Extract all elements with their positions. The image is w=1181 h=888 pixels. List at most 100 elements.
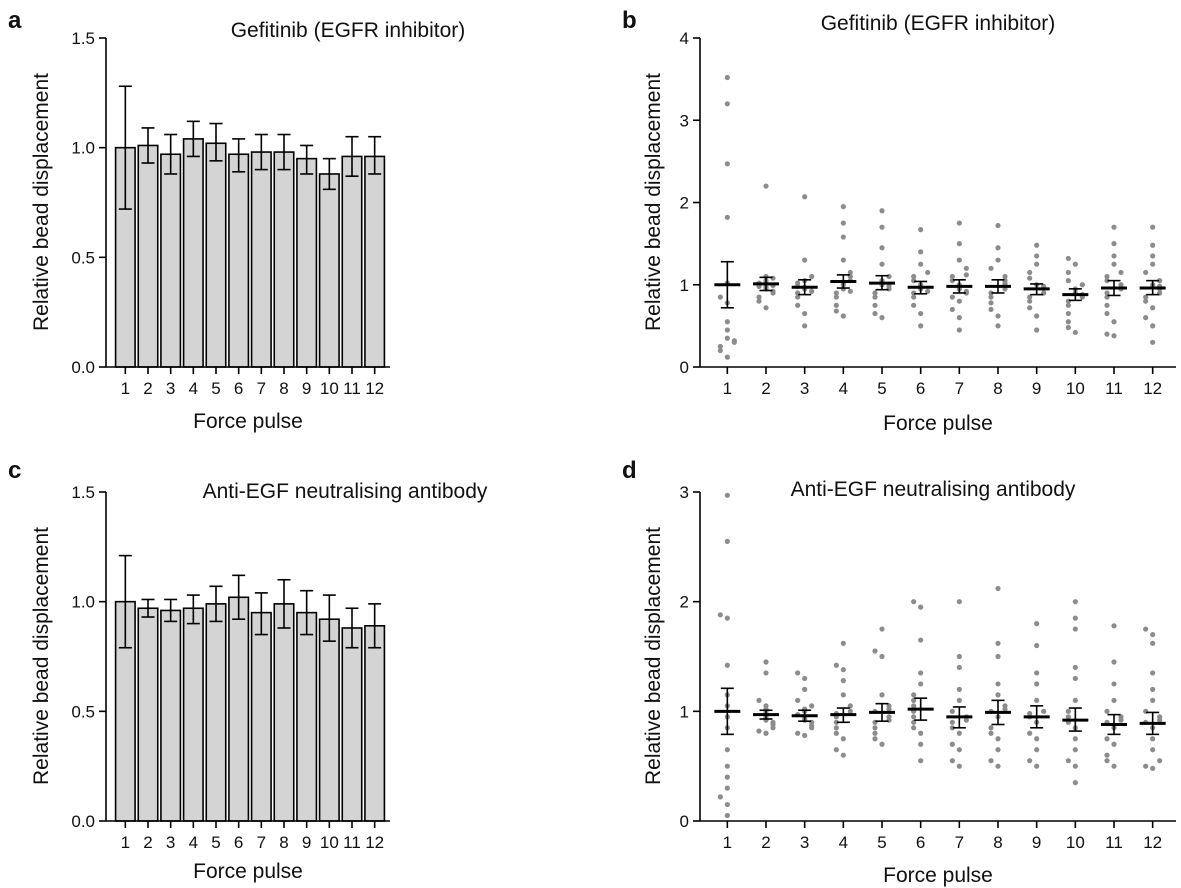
data-point [995,245,1001,251]
panel-letter: c [8,457,21,484]
data-point [872,290,878,296]
data-point [949,294,955,300]
panel-letter: a [8,7,22,34]
x-tick-label: 4 [839,833,848,852]
x-tick-label: 5 [211,833,220,852]
data-point [1041,708,1047,714]
data-point [809,288,815,294]
data-point [1157,278,1163,284]
bar [318,618,340,822]
x-tick-label: 1 [121,833,130,852]
x-tick-label: 1 [723,833,732,852]
data-point [1104,273,1110,280]
data-point [1104,278,1110,284]
data-point [956,298,962,304]
data-point [1143,315,1149,321]
data-point [995,640,1001,646]
chart-title: Gefitinib (EGFR inhibitor) [821,12,1056,35]
data-point [1143,269,1149,276]
x-tick-label: 12 [1143,379,1162,398]
x-tick-label: 11 [1105,379,1123,398]
data-point [918,741,924,747]
data-point [911,599,917,605]
data-point [833,308,839,314]
data-point [840,234,846,240]
x-tick-label: 8 [279,833,288,852]
data-point [1034,736,1040,742]
data-point [956,730,962,736]
data-point [988,730,994,736]
data-point [956,664,962,671]
data-point [988,300,994,306]
data-point [886,283,892,289]
x-tick-label: 2 [761,379,770,398]
bar [137,607,159,822]
x-tick-label: 4 [189,833,198,852]
data-point [724,214,730,220]
data-point [911,692,917,698]
data-point [1104,758,1110,764]
bar [250,611,272,822]
data-point [724,785,730,791]
data-point [833,302,839,308]
data-point [1104,310,1110,317]
x-tick-label: 6 [234,379,243,398]
data-point [1072,329,1078,336]
bar [137,144,159,368]
panel-a: a Gefitinib (EGFR inhibitor) 0.0 0.5 1.0 1.5 1… [8,7,465,433]
y-tick-label: 2 [680,194,689,213]
x-tick-label: 6 [234,833,243,852]
data-point [1027,298,1033,304]
data-point [756,697,762,703]
data-point [770,288,776,294]
data-point [1150,697,1156,703]
x-tick-label: 10 [1066,379,1085,398]
x-axis-label: Force pulse [883,864,993,887]
x-tick-label: 3 [166,833,175,852]
data-point [995,585,1001,592]
data-point [1034,253,1040,259]
data-point [847,269,853,276]
x-tick-label: 2 [761,833,770,852]
y-tick-label: 0.0 [71,358,95,377]
data-point [879,692,885,698]
data-point [1111,261,1117,267]
data-point [724,662,730,668]
x-tick-label: 9 [1032,379,1041,398]
data-point [1065,298,1071,304]
data-point [911,697,917,703]
data-point [833,719,839,725]
data-point [918,261,924,267]
data-point [1150,253,1156,259]
x-tick-label: 12 [365,379,384,398]
data-point [1034,261,1040,267]
data-point [872,730,878,736]
data-point [1111,741,1117,747]
data-point [1027,294,1033,300]
data-point [840,204,846,210]
data-point [1027,269,1033,276]
x-tick-label: 7 [955,833,964,852]
x-axis-label: Force pulse [193,860,303,883]
data-point [925,288,931,294]
bar [228,596,250,822]
data-point [963,272,969,278]
x-tick-label: 2 [143,833,152,852]
data-point [872,648,878,654]
bar [160,153,182,368]
data-point [795,280,801,286]
data-point [717,612,723,618]
x-tick-label: 3 [800,833,809,852]
data-point [956,653,962,660]
data-point [879,208,885,214]
data-point [1150,736,1156,742]
data-point [879,224,885,230]
bar [182,607,204,822]
data-point [1118,282,1124,288]
x-tick-label: 1 [723,379,732,398]
data-point [1072,599,1078,605]
data-point [949,725,955,731]
data-point [995,736,1001,742]
data-point [956,599,962,605]
data-point [1027,305,1033,311]
